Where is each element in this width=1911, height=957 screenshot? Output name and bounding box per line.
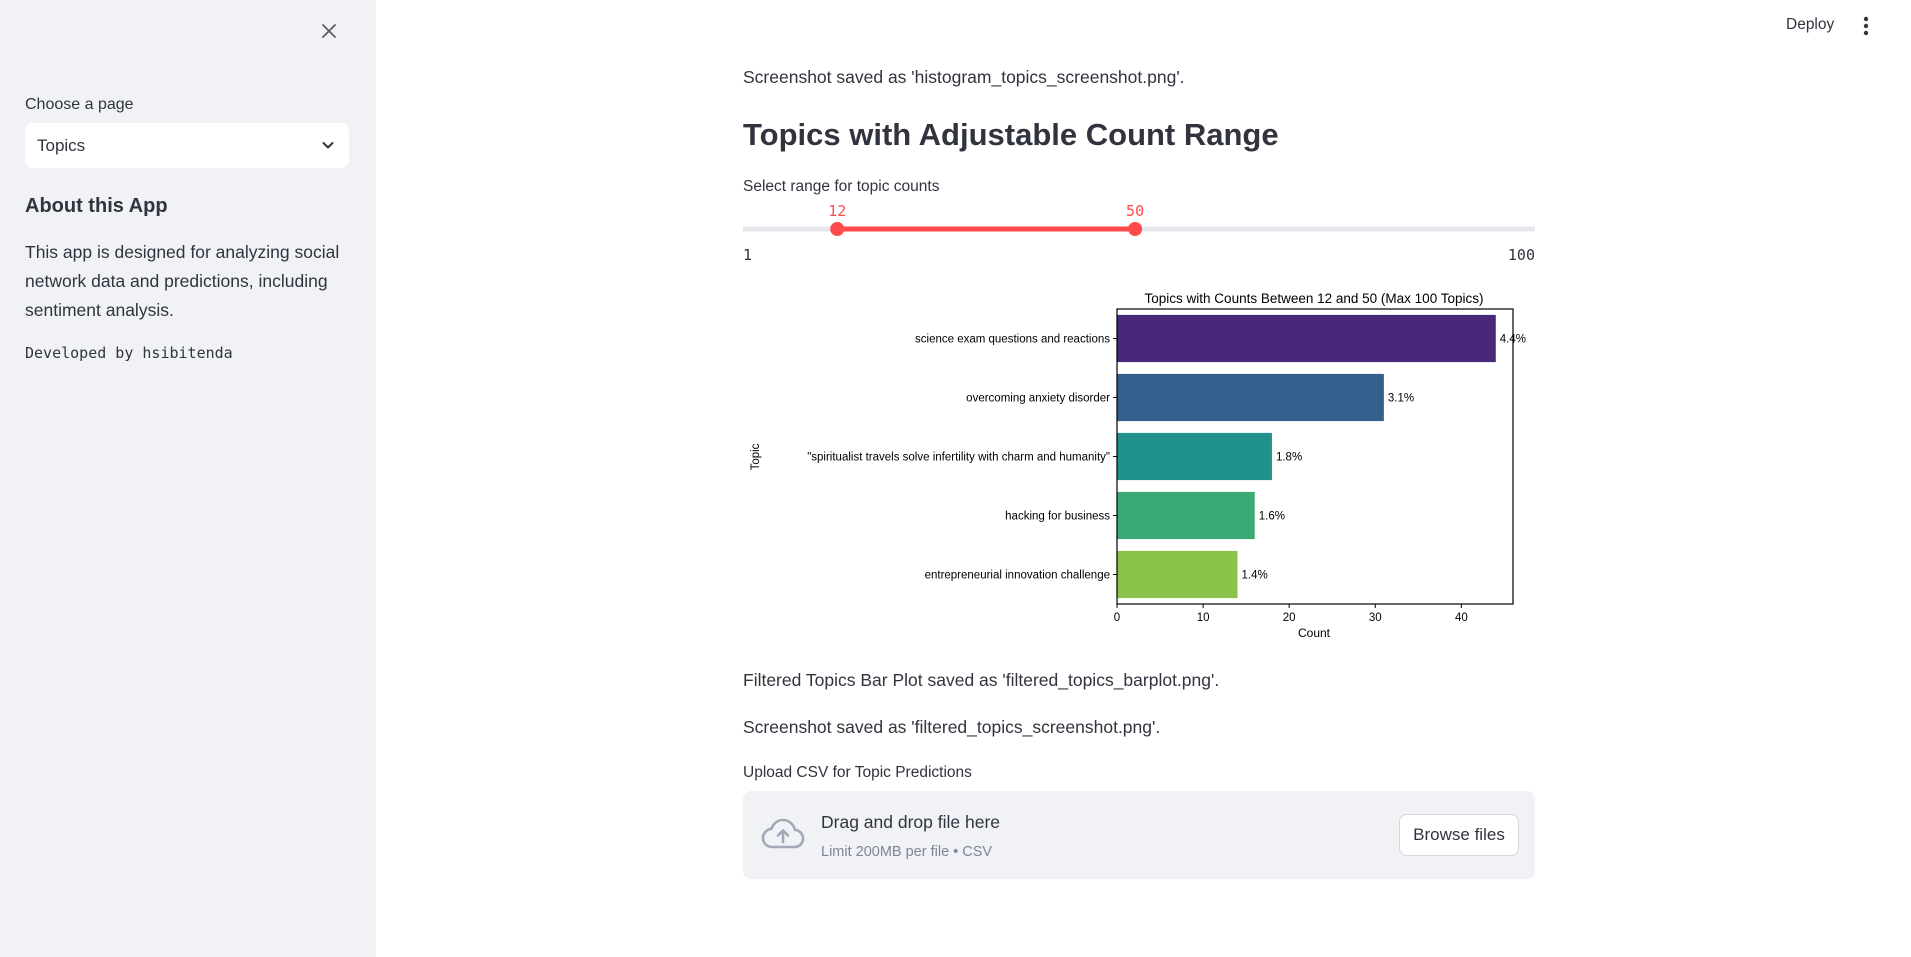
chart-title: Topics with Counts Between 12 and 50 (Ma…	[1145, 291, 1484, 306]
data-label-4: 1.6%	[1259, 511, 1285, 523]
deploy-button[interactable]: Deploy	[1786, 16, 1835, 33]
plot-frame	[1116, 308, 1514, 605]
category-label-4: hacking for business	[1005, 511, 1110, 523]
dropzone-limit: Limit 200MB per file • CSV	[821, 844, 993, 860]
bar-1	[1117, 314, 1496, 363]
x-tick-label-10: 10	[1197, 612, 1210, 624]
range-slider[interactable]: 12 50 1 100	[743, 200, 1535, 260]
chevron-down-icon	[322, 142, 334, 149]
data-label-2: 3.1%	[1388, 393, 1414, 405]
choose-page-label: Choose a page	[25, 96, 134, 113]
about-title: About this App	[25, 195, 168, 217]
upload-label: Upload CSV for Topic Predictions	[743, 764, 972, 781]
category-label-1: science exam questions and reactions	[915, 334, 1110, 346]
x-tick-label-20: 20	[1283, 612, 1296, 624]
x-tick-label-0: 0	[1114, 612, 1120, 624]
slider-low-value: 12	[828, 202, 846, 220]
screenshot-saved-message: Screenshot saved as 'histogram_topics_sc…	[743, 67, 1185, 87]
data-label-3: 1.8%	[1276, 452, 1302, 464]
x-tick-label-30: 30	[1369, 612, 1382, 624]
close-icon	[322, 24, 336, 38]
close-sidebar-button[interactable]	[314, 16, 344, 46]
slider-label: Select range for topic counts	[743, 178, 940, 195]
dropzone-title: Drag and drop file here	[821, 812, 1000, 832]
browse-files-button[interactable]: Browse files	[1399, 814, 1519, 856]
slider-min-label: 1	[743, 246, 752, 260]
chart-xlabel: Count	[1298, 626, 1331, 640]
category-label-5: entrepreneurial innovation challenge	[925, 570, 1110, 582]
slider-high-value: 50	[1126, 202, 1144, 220]
slider-high-handle[interactable]	[1128, 222, 1143, 236]
category-label-2: overcoming anxiety disorder	[966, 393, 1110, 405]
cloud-upload-icon	[761, 818, 805, 849]
data-label-5: 1.4%	[1242, 570, 1268, 582]
bar-2	[1117, 373, 1384, 422]
sidebar: Choose a page Topics About this App This…	[0, 0, 376, 957]
page-select[interactable]: Topics	[25, 123, 349, 168]
about-text: This app is designed for analyzing socia…	[25, 242, 340, 320]
bar-3	[1117, 432, 1272, 481]
chart-ylabel: Topic	[750, 443, 762, 470]
developed-by-text: Developed by hsibitenda	[25, 344, 233, 362]
slider-low-handle[interactable]	[830, 222, 845, 236]
slider-max-label: 100	[1508, 246, 1535, 260]
main-menu-button[interactable]	[1856, 14, 1876, 38]
page-title: Topics with Adjustable Count Range	[743, 117, 1279, 152]
x-tick-label-40: 40	[1455, 612, 1468, 624]
bar-5	[1117, 550, 1238, 599]
bar-4	[1117, 491, 1255, 540]
file-dropzone[interactable]: Drag and drop file here Limit 200MB per …	[743, 791, 1535, 879]
barplot-saved-message: Filtered Topics Bar Plot saved as 'filte…	[743, 670, 1220, 690]
more-vertical-icon	[1863, 16, 1869, 36]
screenshot-saved-message-2: Screenshot saved as 'filtered_topics_scr…	[743, 717, 1161, 737]
topics-bar-chart: Topics with Counts Between 12 and 50 (Ma…	[750, 291, 1526, 640]
category-label-3: "spiritualist travels solve infertility …	[807, 452, 1110, 464]
page-select-value: Topics	[37, 135, 86, 155]
